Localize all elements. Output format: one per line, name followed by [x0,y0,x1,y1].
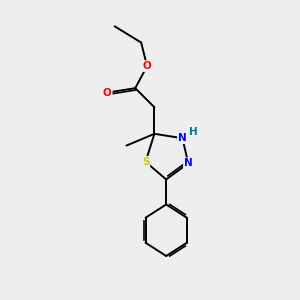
Text: N: N [184,158,193,168]
Text: N: N [178,133,187,143]
Text: O: O [143,61,152,71]
Text: H: H [189,127,198,137]
Text: S: S [142,157,149,167]
Text: O: O [103,88,112,98]
